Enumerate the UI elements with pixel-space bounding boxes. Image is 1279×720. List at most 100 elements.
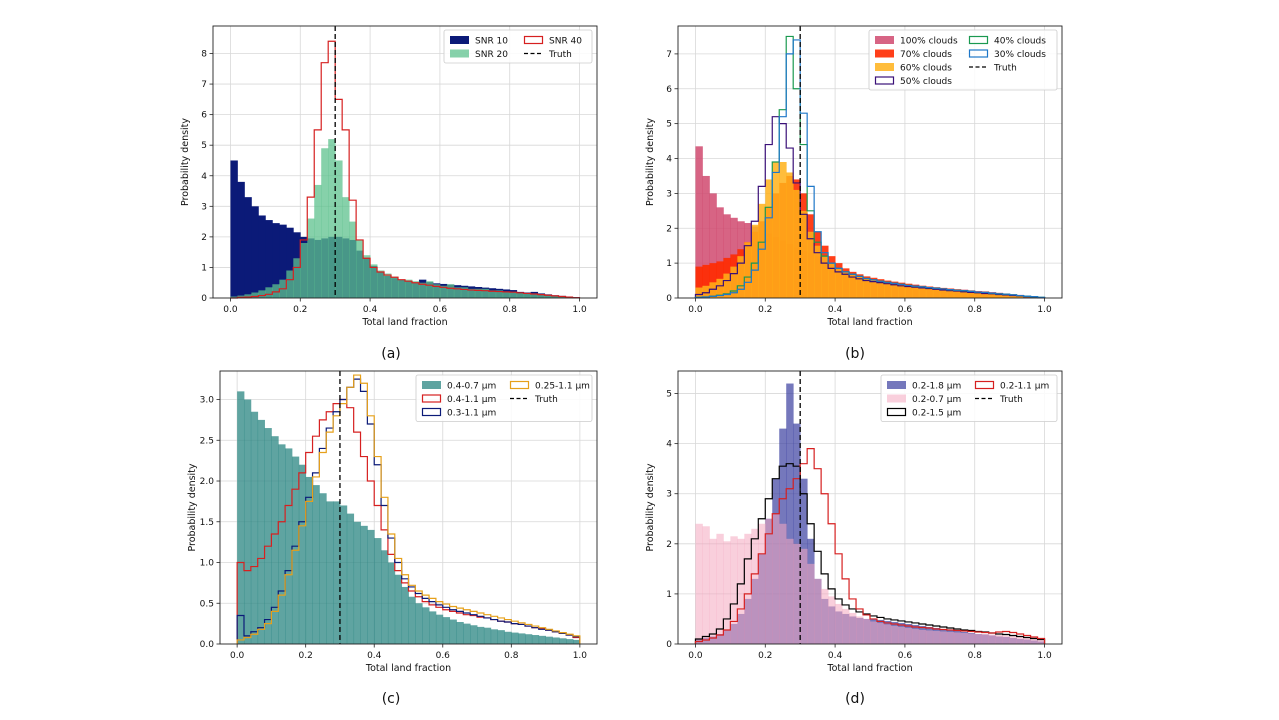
hist-bar bbox=[988, 292, 997, 298]
hist-bar bbox=[974, 633, 983, 644]
hist-bar bbox=[828, 596, 836, 644]
y-tick-label: 1 bbox=[666, 259, 672, 269]
hist-bar bbox=[545, 636, 553, 644]
legend-swatch bbox=[875, 49, 894, 58]
hist-bar bbox=[925, 630, 934, 644]
hist-bar bbox=[300, 242, 308, 298]
hist-bar bbox=[1002, 294, 1011, 298]
x-axis-label: Total land fraction bbox=[826, 317, 912, 328]
hist-bar bbox=[286, 227, 294, 298]
hist-bar bbox=[339, 505, 348, 644]
hist-bar bbox=[272, 284, 280, 298]
hist-bar bbox=[538, 635, 546, 644]
legend-swatch bbox=[875, 36, 894, 44]
hist-bar bbox=[518, 633, 526, 644]
x-tick-label: 0.2 bbox=[293, 305, 307, 315]
y-tick-label: 2 bbox=[666, 540, 672, 550]
x-axis-label: Total land fraction bbox=[826, 663, 912, 674]
hist-bar bbox=[307, 218, 315, 298]
legend-swatch bbox=[887, 381, 906, 389]
hist-bar bbox=[695, 146, 703, 298]
x-tick-label: 1.0 bbox=[573, 651, 588, 661]
hist-bar bbox=[446, 284, 455, 298]
legend-swatch bbox=[450, 49, 469, 58]
hist-bar bbox=[995, 634, 1004, 644]
y-tick-label: 3 bbox=[666, 189, 672, 199]
hist-bar bbox=[946, 631, 955, 644]
x-tick-label: 0.0 bbox=[223, 305, 238, 315]
x-tick-label: 0.0 bbox=[230, 651, 245, 661]
hist-bar bbox=[723, 214, 731, 298]
legend-label: 30% clouds bbox=[994, 50, 1046, 60]
hist-bar bbox=[279, 224, 287, 298]
y-tick-label: 3 bbox=[666, 490, 672, 500]
hist-bar bbox=[793, 543, 801, 644]
hist-bar bbox=[558, 296, 566, 298]
series-d-1 bbox=[695, 513, 1045, 644]
legend-label: SNR 20 bbox=[475, 50, 508, 60]
hist-bar bbox=[432, 284, 441, 298]
x-tick-label: 0.2 bbox=[758, 651, 772, 661]
hist-bar bbox=[551, 295, 559, 298]
hist-bar bbox=[333, 501, 341, 644]
y-tick-label: 4 bbox=[666, 440, 672, 450]
hist-bar bbox=[967, 633, 976, 644]
x-tick-label: 0.0 bbox=[688, 305, 703, 315]
legend-label: 0.2-1.8 μm bbox=[912, 382, 961, 392]
hist-bar bbox=[702, 175, 710, 298]
hist-bar bbox=[251, 206, 259, 298]
hist-bar bbox=[463, 623, 471, 644]
hist-bar bbox=[488, 290, 497, 298]
hist-bar bbox=[821, 588, 829, 644]
x-tick-label: 0.4 bbox=[367, 651, 382, 661]
hist-bar bbox=[765, 518, 773, 644]
legend-label: Truth bbox=[993, 64, 1017, 74]
panel-caption: (c) bbox=[382, 691, 401, 707]
hist-bar bbox=[1023, 636, 1031, 644]
hist-bar bbox=[504, 631, 512, 644]
hist-bar bbox=[876, 280, 885, 298]
hist-bar bbox=[709, 282, 717, 298]
hist-bar bbox=[793, 189, 801, 298]
x-tick-label: 0.0 bbox=[688, 651, 703, 661]
hist-bar bbox=[751, 528, 759, 644]
panel-caption: (a) bbox=[381, 346, 401, 362]
panel-caption: (d) bbox=[845, 691, 865, 707]
hist-bar bbox=[695, 287, 703, 298]
y-tick-label: 3 bbox=[201, 202, 207, 212]
x-tick-label: 0.4 bbox=[363, 305, 378, 315]
legend-label: Truth bbox=[534, 395, 558, 405]
legend-swatch bbox=[887, 394, 906, 403]
hist-bar bbox=[863, 278, 871, 298]
legend-swatch bbox=[421, 407, 442, 417]
legend-label: 50% clouds bbox=[900, 77, 952, 87]
x-tick-label: 0.6 bbox=[436, 651, 451, 661]
hist-bar bbox=[360, 525, 368, 644]
legend-box bbox=[415, 374, 593, 422]
hist-bar bbox=[435, 614, 444, 644]
x-tick-label: 0.8 bbox=[504, 651, 519, 661]
legend-label: 0.2-1.1 μm bbox=[1000, 382, 1049, 392]
hist-bar bbox=[932, 287, 941, 298]
hist-bar bbox=[265, 220, 273, 298]
hist-bar bbox=[918, 286, 927, 298]
y-axis-label: Probability density bbox=[187, 463, 198, 551]
hist-bar bbox=[730, 266, 738, 298]
x-tick-label: 0.2 bbox=[758, 305, 772, 315]
series-c-3-step bbox=[236, 374, 581, 644]
legend-label: 100% clouds bbox=[900, 37, 958, 47]
legend-swatch bbox=[875, 63, 894, 71]
hist-bar bbox=[702, 285, 710, 298]
x-axis-label: Total land fraction bbox=[365, 663, 451, 674]
legend-label: Truth bbox=[548, 50, 572, 60]
y-axis-label: Probability density bbox=[645, 118, 656, 206]
legend-swatch bbox=[450, 36, 469, 44]
legend-label: 0.4-0.7 μm bbox=[447, 382, 496, 392]
hist-bar bbox=[939, 631, 948, 644]
y-tick-label: 8 bbox=[201, 50, 207, 60]
hist-bar bbox=[953, 289, 962, 298]
hist-bar bbox=[285, 448, 293, 644]
hist-bar bbox=[695, 523, 703, 644]
hist-bar bbox=[349, 221, 357, 298]
hist-bar bbox=[939, 288, 948, 298]
